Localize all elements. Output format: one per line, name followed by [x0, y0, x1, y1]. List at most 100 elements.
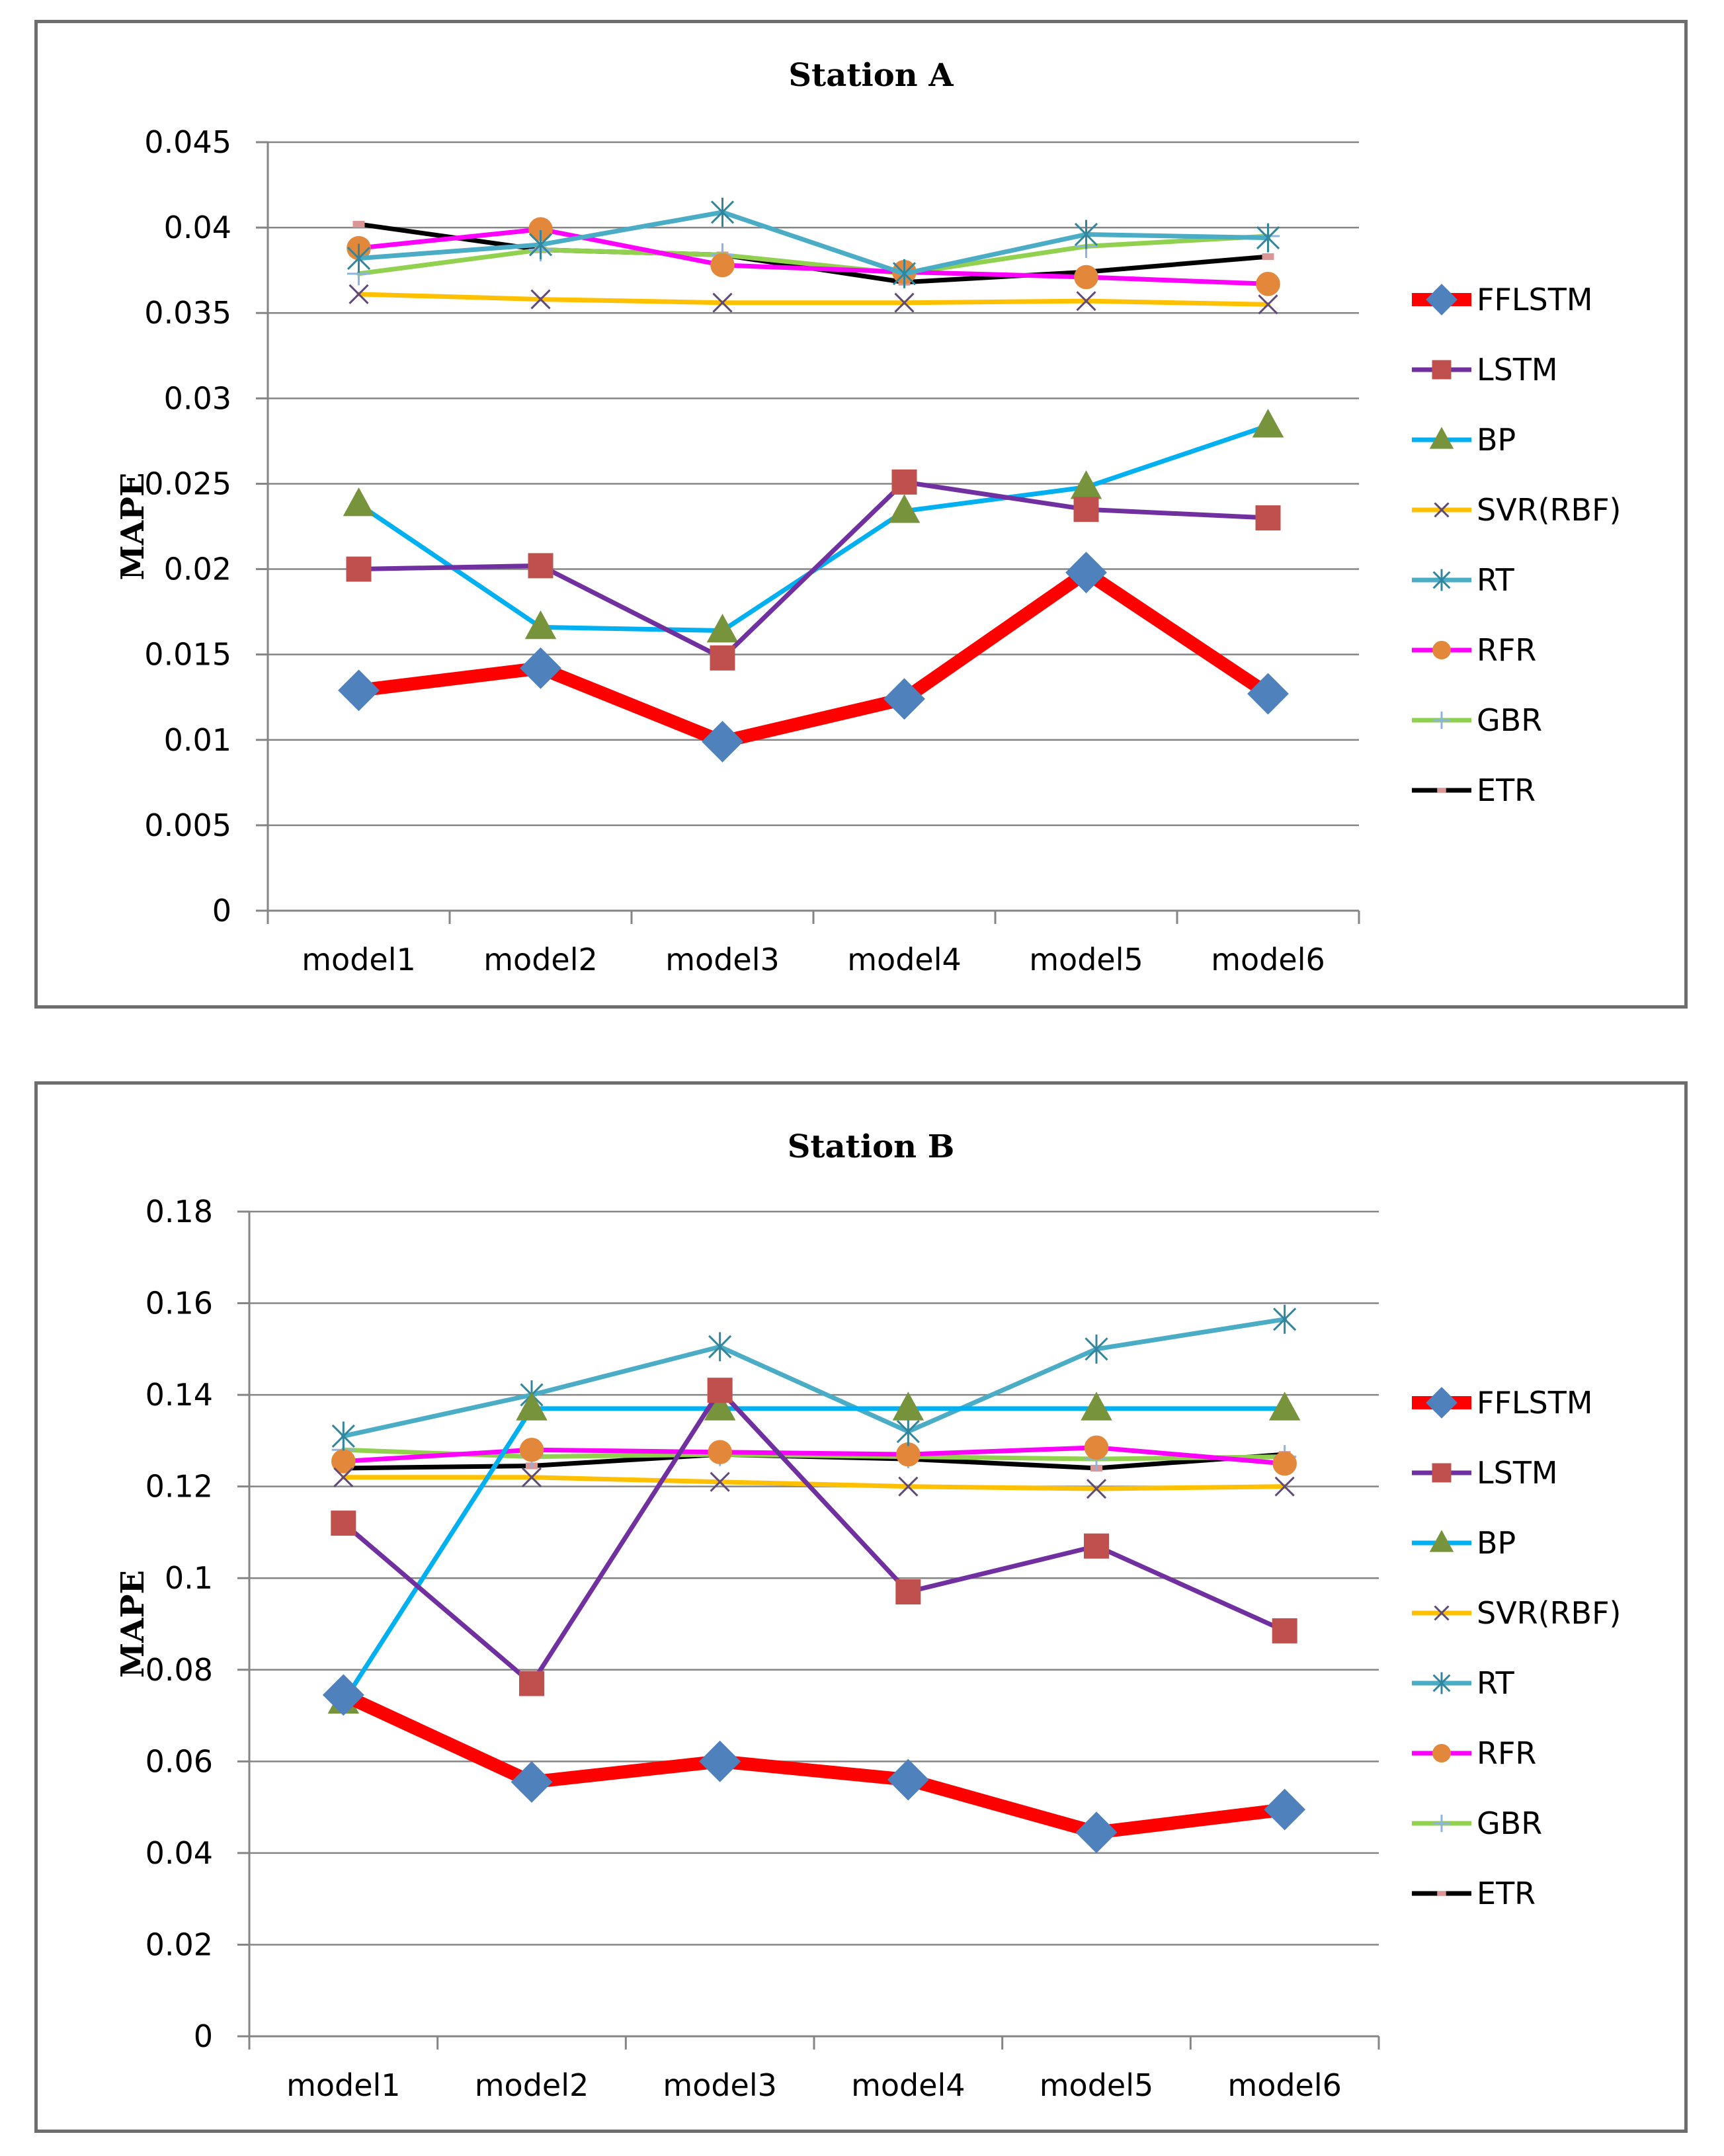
legend-item: BP — [1412, 1525, 1516, 1561]
legend: FFLSTM LSTM BP SVR(RBF) RT RFR GBR ETR — [1412, 282, 1621, 808]
data-point — [895, 1579, 921, 1605]
data-point — [331, 1421, 355, 1451]
data-point — [1074, 220, 1098, 249]
x-tick-label: model1 — [286, 2067, 401, 2103]
data-point — [708, 1440, 732, 1464]
legend-item: BP — [1412, 422, 1516, 458]
legend-item: ETR — [1412, 1876, 1536, 1911]
legend-label: RT — [1477, 1665, 1515, 1701]
legend-label: RT — [1477, 562, 1515, 598]
data-point — [712, 292, 733, 313]
data-point — [349, 284, 369, 304]
data-point — [1065, 552, 1107, 594]
y-tick-label: 0.1 — [165, 1560, 213, 1596]
data-point — [530, 289, 551, 310]
data-point — [1264, 1788, 1306, 1831]
data-point — [343, 487, 375, 517]
series-line — [341, 1317, 1288, 1438]
series-line — [341, 1445, 1288, 1466]
legend-item: LSTM — [1412, 352, 1558, 388]
x-tick-label: model5 — [1040, 2067, 1154, 2103]
gridlines — [249, 1210, 1379, 1946]
legend-item: FFLSTM — [1412, 282, 1593, 317]
y-tick-label: 0.02 — [145, 1927, 213, 1962]
y-tick-label: 0.01 — [164, 722, 231, 758]
data-point — [883, 678, 925, 720]
series-line — [356, 210, 1270, 276]
data-point — [1086, 1479, 1107, 1499]
x-tick-label: model4 — [851, 2067, 965, 2103]
legend-swatch-marker — [1434, 502, 1450, 518]
data-point — [1076, 291, 1096, 311]
data-point — [699, 1740, 741, 1782]
legend-label: BP — [1477, 422, 1516, 458]
y-axis-label: MAPE — [114, 472, 151, 580]
data-point — [333, 1467, 354, 1487]
data-point — [1081, 1391, 1112, 1421]
y-tick-label: 0.12 — [145, 1469, 213, 1505]
legend-item: GBR — [1412, 1805, 1542, 1841]
legend-swatch-marker — [1426, 1387, 1457, 1419]
y-tick-labels: 0 0.005 0.01 0.015 0.02 0.025 0.03 0.035 0.04 0.0… — [144, 124, 231, 929]
y-tick-label: 0.18 — [145, 1194, 213, 1229]
legend-swatch-marker — [1432, 1744, 1451, 1762]
x-tick-label: model6 — [1211, 942, 1325, 977]
data-point — [708, 1332, 732, 1362]
data-point — [1258, 294, 1278, 315]
series-bp — [327, 1391, 1301, 1714]
legend-item: LSTM — [1412, 1455, 1558, 1491]
legend-label: SVR(RBF) — [1477, 492, 1621, 528]
series-lstm — [331, 1378, 1297, 1696]
data-point — [706, 614, 739, 643]
data-point — [1262, 253, 1274, 261]
data-point — [347, 243, 371, 273]
data-point — [896, 1442, 921, 1467]
x-tick-label: model3 — [663, 2067, 777, 2103]
legend-swatch-marker — [1429, 427, 1454, 449]
series-line — [341, 1475, 1288, 1491]
data-point — [710, 197, 735, 227]
data-point — [1256, 272, 1280, 296]
chart-panel-station-a: Station A MAPE 0 0.005 0.01 0.015 0.02 0.025 0.0… — [34, 20, 1688, 1009]
legend-label: BP — [1477, 1525, 1516, 1561]
series-etr — [352, 220, 1274, 286]
data-point — [322, 1674, 364, 1716]
x-tick-label: model2 — [483, 942, 598, 977]
series-line — [341, 1406, 1288, 1704]
data-point — [1074, 265, 1098, 290]
y-tick-label: 0.045 — [144, 124, 231, 160]
data-point — [519, 1437, 544, 1462]
x-tick-label: model3 — [665, 942, 780, 977]
legend-label: GBR — [1477, 1805, 1542, 1841]
y-tick-label: 0.04 — [145, 1835, 213, 1871]
data-point — [516, 1391, 548, 1421]
series-lstm — [346, 469, 1281, 671]
legend: FFLSTM LSTM BP SVR(RBF) RT RFR GBR ETR — [1412, 1385, 1621, 1911]
legend-label: RFR — [1477, 1735, 1536, 1771]
data-point — [1272, 1618, 1297, 1643]
y-tick-label: 0.025 — [144, 466, 231, 501]
legend-item: SVR(RBF) — [1412, 492, 1621, 528]
legend-item: FFLSTM — [1412, 1385, 1593, 1421]
series-rt — [347, 197, 1280, 288]
chart-title: Station A — [788, 57, 954, 94]
legend-item: RT — [1412, 1665, 1515, 1701]
legend-swatch-marker — [1432, 1672, 1451, 1694]
data-point — [710, 1472, 730, 1492]
series-fflstm — [338, 552, 1289, 763]
legend-item: RFR — [1412, 632, 1536, 668]
data-point — [1084, 1435, 1109, 1460]
data-point — [1273, 1304, 1297, 1334]
data-point — [520, 647, 561, 689]
data-point — [1255, 505, 1281, 531]
chart-title: Station B — [788, 1128, 955, 1165]
y-tick-label: 0.06 — [145, 1743, 213, 1779]
legend-swatch-marker — [1429, 1530, 1454, 1552]
y-tick-label: 0.015 — [144, 637, 231, 673]
x-tick-label: model2 — [475, 2067, 589, 2103]
chart-panel-station-b: Station B MAPE 0 0.02 0.04 0.06 0.08 0.1 0.12 0.1… — [34, 1081, 1688, 2133]
legend-swatch-marker — [1426, 284, 1457, 315]
y-tick-label: 0.02 — [164, 552, 231, 587]
data-point — [528, 229, 553, 259]
data-point — [511, 1761, 553, 1803]
